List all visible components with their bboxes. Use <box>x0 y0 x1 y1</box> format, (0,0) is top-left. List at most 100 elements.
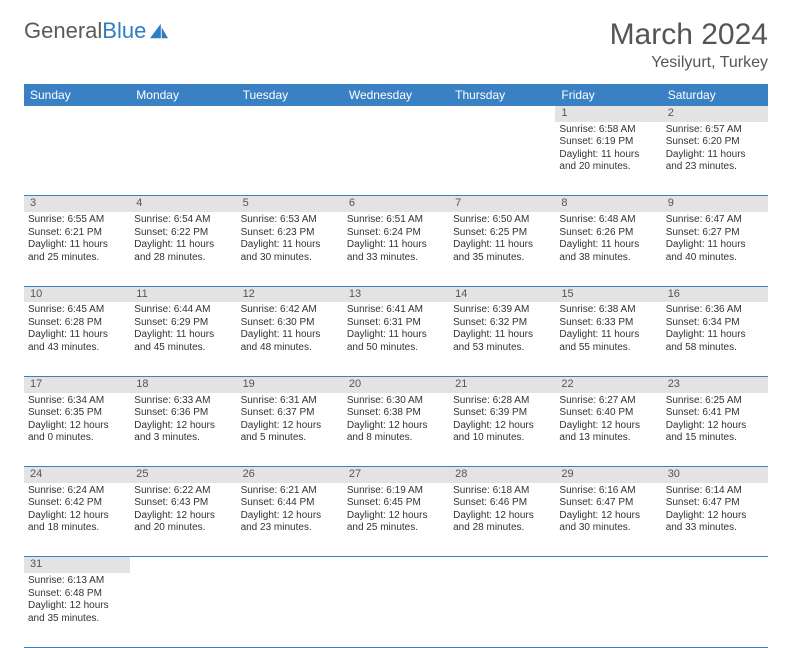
day-cell-line: Daylight: 11 hours and 55 minutes. <box>559 329 657 354</box>
day-cell-line: Daylight: 12 hours and 15 minutes. <box>666 420 764 445</box>
day-cell-line: Sunset: 6:40 PM <box>559 407 657 420</box>
day-cell-line: Sunset: 6:26 PM <box>559 227 657 240</box>
day-cell-line: Daylight: 11 hours and 28 minutes. <box>134 239 232 264</box>
day-cell-line: Sunrise: 6:18 AM <box>453 485 551 498</box>
day-cell <box>449 573 555 647</box>
day-number: 10 <box>24 286 130 302</box>
day-cell-line: Sunrise: 6:38 AM <box>559 304 657 317</box>
day-cell-line: Sunrise: 6:33 AM <box>134 395 232 408</box>
day-cell-line: Sunset: 6:47 PM <box>666 497 764 510</box>
day-cell-line: Sunrise: 6:21 AM <box>241 485 339 498</box>
day-cell-line: Sunset: 6:35 PM <box>28 407 126 420</box>
day-cell: Sunrise: 6:19 AMSunset: 6:45 PMDaylight:… <box>343 483 449 557</box>
day-cell-line: Sunset: 6:47 PM <box>559 497 657 510</box>
day-number: 8 <box>555 196 661 212</box>
day-cell-line: Sunrise: 6:28 AM <box>453 395 551 408</box>
day-cell-line: Sunset: 6:37 PM <box>241 407 339 420</box>
day-cell-line: Sunrise: 6:25 AM <box>666 395 764 408</box>
day-cell <box>237 122 343 196</box>
day-number: 13 <box>343 286 449 302</box>
day-cell: Sunrise: 6:14 AMSunset: 6:47 PMDaylight:… <box>662 483 768 557</box>
day-number: 9 <box>662 196 768 212</box>
day-number <box>343 106 449 122</box>
day-cell-line: Sunset: 6:39 PM <box>453 407 551 420</box>
day-content-row: Sunrise: 6:58 AMSunset: 6:19 PMDaylight:… <box>24 122 768 196</box>
logo: GeneralBlue <box>24 18 170 44</box>
day-number: 26 <box>237 467 343 483</box>
day-cell-line: Sunset: 6:48 PM <box>28 588 126 601</box>
day-number: 22 <box>555 376 661 392</box>
day-cell-line: Daylight: 12 hours and 10 minutes. <box>453 420 551 445</box>
day-cell-line: Sunset: 6:20 PM <box>666 136 764 149</box>
day-cell: Sunrise: 6:28 AMSunset: 6:39 PMDaylight:… <box>449 393 555 467</box>
day-cell-line: Sunset: 6:25 PM <box>453 227 551 240</box>
day-number-row: 24252627282930 <box>24 467 768 483</box>
day-number: 28 <box>449 467 555 483</box>
day-cell <box>130 573 236 647</box>
weekday-header: Wednesday <box>343 84 449 106</box>
day-cell: Sunrise: 6:36 AMSunset: 6:34 PMDaylight:… <box>662 302 768 376</box>
day-number <box>449 106 555 122</box>
day-cell-line: Sunrise: 6:22 AM <box>134 485 232 498</box>
day-cell-line: Sunrise: 6:50 AM <box>453 214 551 227</box>
day-number-row: 17181920212223 <box>24 376 768 392</box>
day-number: 12 <box>237 286 343 302</box>
day-cell-line: Sunrise: 6:30 AM <box>347 395 445 408</box>
weekday-header: Thursday <box>449 84 555 106</box>
day-cell: Sunrise: 6:48 AMSunset: 6:26 PMDaylight:… <box>555 212 661 286</box>
day-cell-line: Daylight: 11 hours and 20 minutes. <box>559 149 657 174</box>
day-number: 27 <box>343 467 449 483</box>
day-cell-line: Sunrise: 6:34 AM <box>28 395 126 408</box>
day-cell-line: Daylight: 11 hours and 35 minutes. <box>453 239 551 264</box>
day-cell: Sunrise: 6:25 AMSunset: 6:41 PMDaylight:… <box>662 393 768 467</box>
day-cell: Sunrise: 6:34 AMSunset: 6:35 PMDaylight:… <box>24 393 130 467</box>
day-cell-line: Sunset: 6:28 PM <box>28 317 126 330</box>
day-cell-line: Daylight: 11 hours and 33 minutes. <box>347 239 445 264</box>
day-number: 7 <box>449 196 555 212</box>
day-cell-line: Sunrise: 6:53 AM <box>241 214 339 227</box>
day-cell-line: Daylight: 12 hours and 8 minutes. <box>347 420 445 445</box>
day-cell-line: Sunset: 6:44 PM <box>241 497 339 510</box>
location: Yesilyurt, Turkey <box>610 54 768 72</box>
day-cell-line: Sunset: 6:31 PM <box>347 317 445 330</box>
day-cell: Sunrise: 6:44 AMSunset: 6:29 PMDaylight:… <box>130 302 236 376</box>
day-cell-line: Sunset: 6:24 PM <box>347 227 445 240</box>
day-number-row: 12 <box>24 106 768 122</box>
day-cell-line: Sunrise: 6:27 AM <box>559 395 657 408</box>
day-cell-line: Sunset: 6:32 PM <box>453 317 551 330</box>
day-number <box>24 106 130 122</box>
day-cell-line: Sunset: 6:43 PM <box>134 497 232 510</box>
day-cell-line: Sunrise: 6:47 AM <box>666 214 764 227</box>
day-content-row: Sunrise: 6:45 AMSunset: 6:28 PMDaylight:… <box>24 302 768 376</box>
day-cell: Sunrise: 6:24 AMSunset: 6:42 PMDaylight:… <box>24 483 130 557</box>
day-number <box>555 557 661 573</box>
day-cell-line: Daylight: 11 hours and 45 minutes. <box>134 329 232 354</box>
day-cell: Sunrise: 6:31 AMSunset: 6:37 PMDaylight:… <box>237 393 343 467</box>
day-number <box>449 557 555 573</box>
day-cell-line: Sunset: 6:45 PM <box>347 497 445 510</box>
weekday-header: Saturday <box>662 84 768 106</box>
day-cell-line: Daylight: 11 hours and 23 minutes. <box>666 149 764 174</box>
sail-icon <box>148 22 170 40</box>
day-cell: Sunrise: 6:13 AMSunset: 6:48 PMDaylight:… <box>24 573 130 647</box>
day-number: 24 <box>24 467 130 483</box>
day-number <box>130 557 236 573</box>
day-cell: Sunrise: 6:30 AMSunset: 6:38 PMDaylight:… <box>343 393 449 467</box>
day-cell-line: Sunset: 6:23 PM <box>241 227 339 240</box>
day-cell: Sunrise: 6:45 AMSunset: 6:28 PMDaylight:… <box>24 302 130 376</box>
day-cell-line: Sunrise: 6:13 AM <box>28 575 126 588</box>
day-cell: Sunrise: 6:27 AMSunset: 6:40 PMDaylight:… <box>555 393 661 467</box>
day-cell: Sunrise: 6:58 AMSunset: 6:19 PMDaylight:… <box>555 122 661 196</box>
day-cell: Sunrise: 6:53 AMSunset: 6:23 PMDaylight:… <box>237 212 343 286</box>
day-cell: Sunrise: 6:38 AMSunset: 6:33 PMDaylight:… <box>555 302 661 376</box>
day-cell: Sunrise: 6:22 AMSunset: 6:43 PMDaylight:… <box>130 483 236 557</box>
day-cell-line: Sunrise: 6:51 AM <box>347 214 445 227</box>
day-cell: Sunrise: 6:47 AMSunset: 6:27 PMDaylight:… <box>662 212 768 286</box>
day-cell-line: Sunrise: 6:16 AM <box>559 485 657 498</box>
logo-text-2: Blue <box>102 18 146 44</box>
day-cell-line: Daylight: 11 hours and 53 minutes. <box>453 329 551 354</box>
day-cell-line: Sunrise: 6:39 AM <box>453 304 551 317</box>
day-cell-line: Daylight: 12 hours and 18 minutes. <box>28 510 126 535</box>
day-cell-line: Daylight: 11 hours and 38 minutes. <box>559 239 657 264</box>
calendar-table: SundayMondayTuesdayWednesdayThursdayFrid… <box>24 84 768 648</box>
